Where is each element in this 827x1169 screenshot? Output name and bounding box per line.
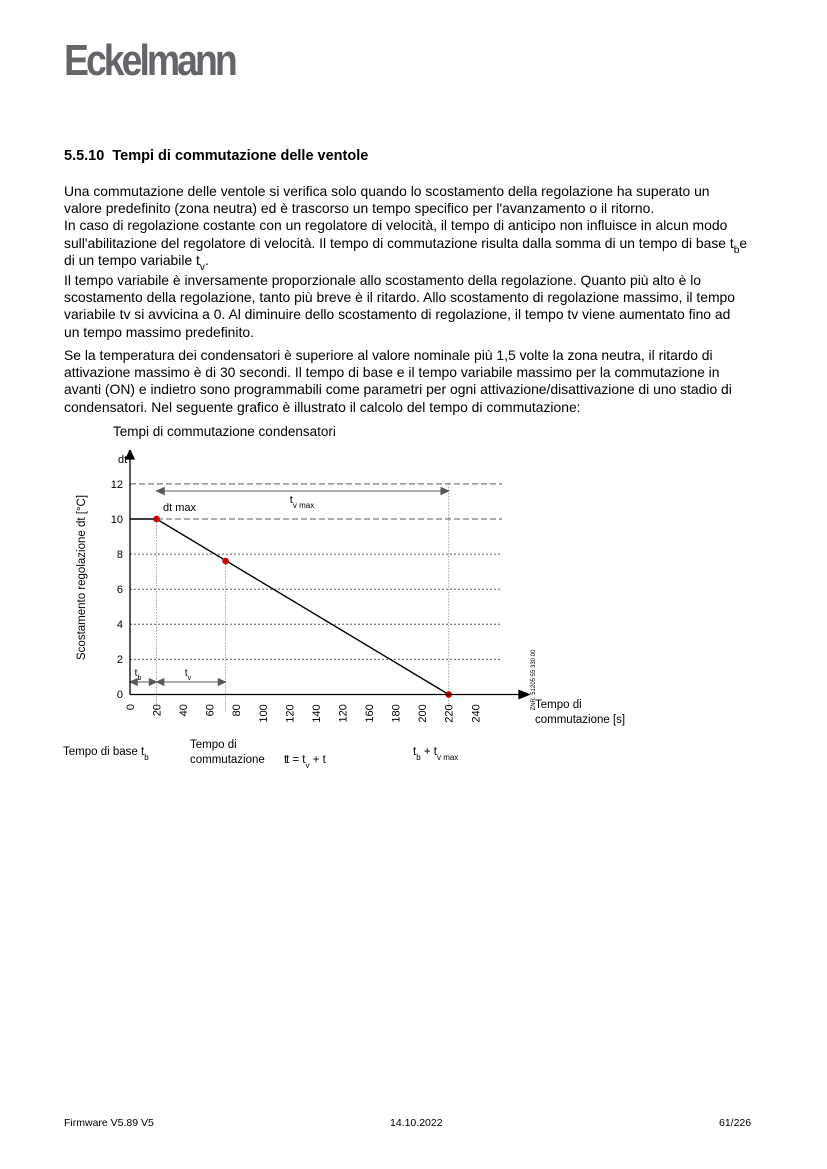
svg-text:0: 0 [125, 704, 137, 710]
svg-text:8: 8 [117, 549, 123, 561]
svg-text:4: 4 [117, 619, 123, 631]
svg-text:12: 12 [111, 479, 123, 491]
svg-text:200: 200 [417, 704, 429, 722]
svg-text:240: 240 [470, 704, 482, 722]
svg-text:40: 40 [178, 704, 190, 716]
svg-text:180: 180 [391, 704, 403, 722]
svg-text:Tempo di: Tempo di [535, 699, 582, 711]
svg-text:60: 60 [205, 704, 217, 716]
svg-text:dt max: dt max [163, 502, 197, 514]
svg-text:dt: dt [118, 454, 127, 466]
svg-text:tv: tv [185, 668, 192, 682]
svg-text:160: 160 [364, 704, 376, 722]
svg-text:10: 10 [111, 514, 123, 526]
svg-text:tv max: tv max [290, 494, 314, 510]
svg-text:commutazione: commutazione [190, 754, 265, 766]
svg-text:tb + tv max: tb + tv max [413, 746, 458, 762]
svg-text:220: 220 [444, 704, 456, 722]
svg-text:120: 120 [284, 704, 296, 722]
svg-text:Tempo di: Tempo di [190, 739, 237, 751]
svg-text:Tempo di base tb: Tempo di base tb [63, 746, 149, 762]
svg-text:20: 20 [152, 704, 164, 716]
svg-text:t = tv + t: t = tv + t [286, 754, 327, 770]
svg-text:6: 6 [117, 584, 123, 596]
svg-text:0: 0 [117, 689, 123, 701]
svg-text:140: 140 [311, 704, 323, 722]
svg-text:80: 80 [231, 704, 243, 716]
svg-text:120: 120 [337, 704, 349, 722]
svg-text:commutazione [s]: commutazione [s] [535, 714, 625, 726]
svg-text:2: 2 [117, 654, 123, 666]
svg-text:100: 100 [258, 704, 270, 722]
